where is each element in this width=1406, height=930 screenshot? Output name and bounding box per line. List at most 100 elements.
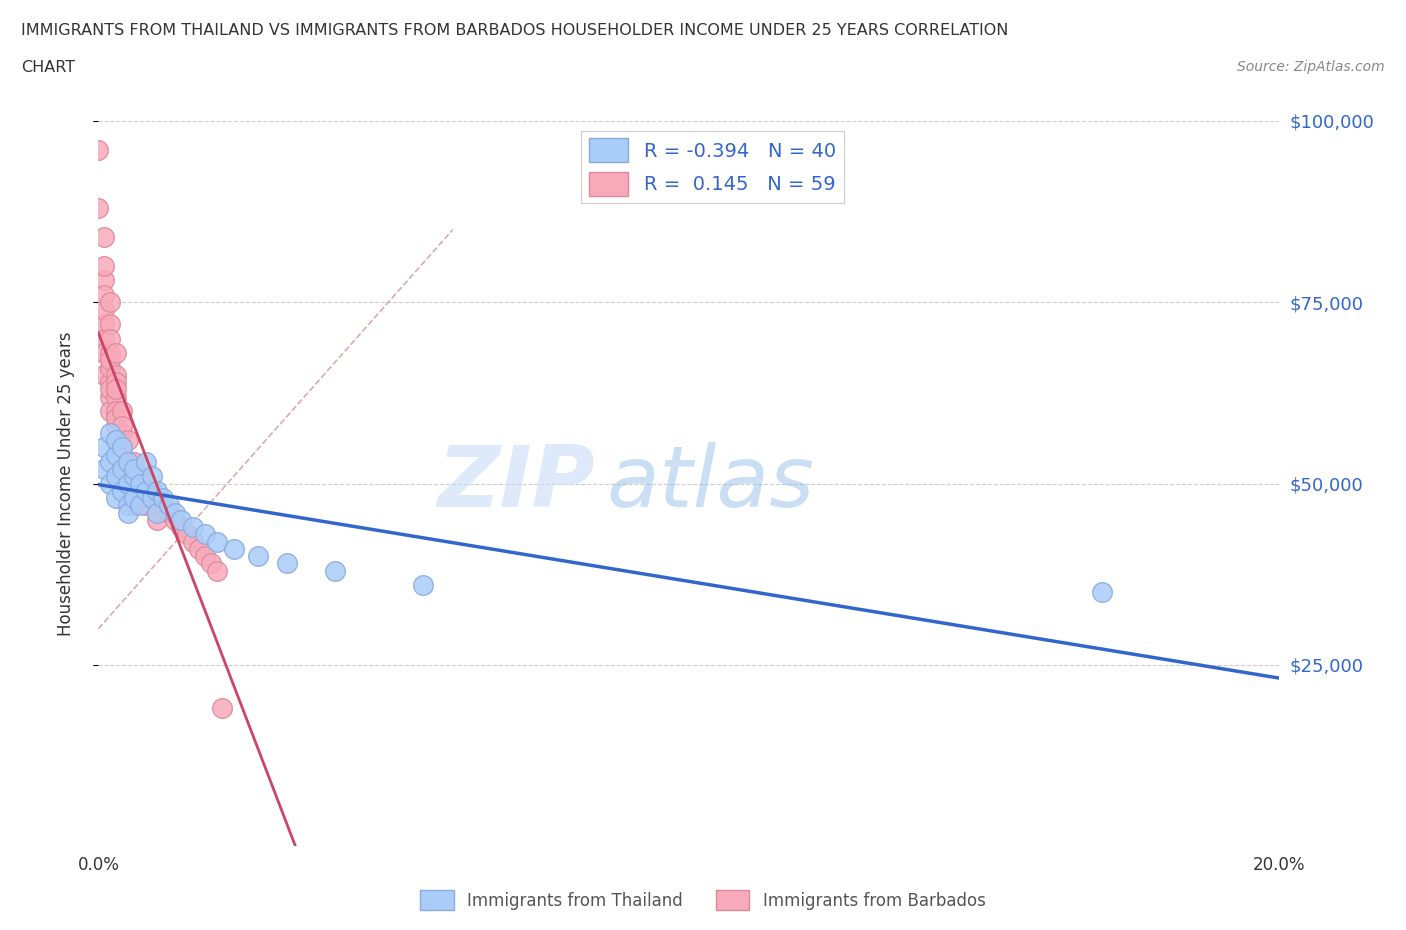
Point: [135, 455, 157, 470]
Point: [111, 404, 134, 418]
Point: [98, 404, 121, 418]
Point: [98, 346, 121, 361]
Point: [152, 491, 174, 506]
Point: [93, 461, 115, 476]
Point: [122, 461, 145, 476]
Point: [111, 447, 134, 462]
Point: [211, 701, 233, 716]
Point: [111, 425, 134, 440]
Point: [105, 447, 128, 462]
Point: [93, 287, 115, 302]
Point: [98, 316, 121, 331]
Point: [128, 469, 150, 484]
Point: [146, 491, 169, 506]
Point: [135, 484, 157, 498]
Point: [194, 527, 217, 542]
Point: [93, 273, 115, 288]
Point: [98, 382, 121, 397]
Point: [157, 498, 180, 512]
Point: [93, 331, 115, 346]
Point: [117, 498, 139, 512]
Point: [105, 469, 128, 484]
Text: atlas: atlas: [606, 442, 814, 525]
Point: [105, 432, 128, 447]
Text: ZIP: ZIP: [437, 442, 595, 525]
Point: [105, 432, 128, 447]
Text: Source: ZipAtlas.com: Source: ZipAtlas.com: [1237, 60, 1385, 74]
Y-axis label: Householder Income Under 25 years: Householder Income Under 25 years: [56, 331, 75, 636]
Point: [224, 541, 246, 556]
Point: [105, 418, 128, 433]
Point: [412, 578, 434, 592]
Point: [111, 440, 134, 455]
Point: [181, 534, 204, 549]
Point: [105, 375, 128, 390]
Point: [93, 367, 115, 382]
Point: [246, 549, 269, 564]
Point: [117, 455, 139, 470]
Point: [128, 491, 150, 506]
Point: [165, 512, 187, 527]
Point: [205, 564, 228, 578]
Point: [1091, 585, 1114, 600]
Point: [135, 476, 157, 491]
Point: [98, 476, 121, 491]
Point: [111, 461, 134, 476]
Point: [122, 476, 145, 491]
Point: [205, 534, 228, 549]
Point: [187, 541, 209, 556]
Legend: R = -0.394   N = 40, R =  0.145   N = 59: R = -0.394 N = 40, R = 0.145 N = 59: [582, 130, 844, 204]
Point: [170, 512, 193, 527]
Point: [93, 230, 115, 245]
Point: [98, 389, 121, 404]
Point: [111, 440, 134, 455]
Point: [98, 331, 121, 346]
Point: [93, 302, 115, 317]
Point: [146, 505, 169, 520]
Point: [93, 440, 115, 455]
Text: CHART: CHART: [21, 60, 75, 75]
Point: [194, 549, 217, 564]
Point: [93, 316, 115, 331]
Point: [176, 527, 198, 542]
Point: [323, 564, 346, 578]
Point: [98, 352, 121, 367]
Point: [152, 498, 174, 512]
Point: [93, 259, 115, 273]
Point: [117, 484, 139, 498]
Legend: Immigrants from Thailand, Immigrants from Barbados: Immigrants from Thailand, Immigrants fro…: [413, 884, 993, 917]
Point: [98, 375, 121, 390]
Point: [170, 520, 193, 535]
Point: [117, 476, 139, 491]
Point: [122, 455, 145, 470]
Point: [98, 295, 121, 310]
Point: [105, 389, 128, 404]
Point: [141, 484, 163, 498]
Point: [146, 484, 169, 498]
Point: [111, 484, 134, 498]
Point: [98, 360, 121, 375]
Point: [122, 491, 145, 506]
Point: [105, 411, 128, 426]
Point: [135, 498, 157, 512]
Point: [98, 425, 121, 440]
Point: [200, 556, 222, 571]
Point: [181, 520, 204, 535]
Point: [122, 469, 145, 484]
Point: [105, 404, 128, 418]
Point: [276, 556, 298, 571]
Point: [157, 505, 180, 520]
Point: [128, 476, 150, 491]
Point: [105, 367, 128, 382]
Point: [141, 491, 163, 506]
Point: [105, 382, 128, 397]
Point: [98, 455, 121, 470]
Point: [122, 498, 145, 512]
Point: [117, 461, 139, 476]
Point: [141, 469, 163, 484]
Point: [105, 346, 128, 361]
Point: [165, 505, 187, 520]
Text: IMMIGRANTS FROM THAILAND VS IMMIGRANTS FROM BARBADOS HOUSEHOLDER INCOME UNDER 25: IMMIGRANTS FROM THAILAND VS IMMIGRANTS F…: [21, 23, 1008, 38]
Point: [117, 505, 139, 520]
Point: [111, 418, 134, 433]
